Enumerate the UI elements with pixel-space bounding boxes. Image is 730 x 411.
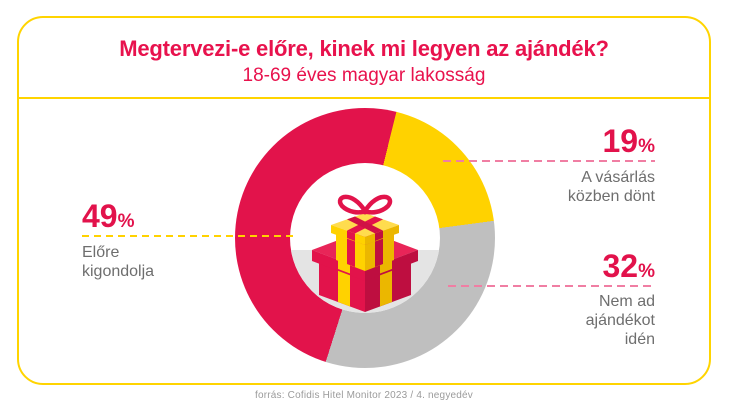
callout-left-label-line2: kigondolja bbox=[82, 263, 155, 280]
callout-line-left bbox=[82, 235, 294, 237]
gift-boxes-icon bbox=[312, 194, 418, 312]
callout-bottom-right-value: 32% bbox=[603, 250, 656, 282]
callout-left-label: Előre kigondolja bbox=[82, 243, 154, 281]
callout-left-percent-sign: % bbox=[117, 211, 135, 232]
callout-top-right-value: 19% bbox=[603, 125, 656, 157]
callout-bottom-right-label-line3: idén bbox=[624, 331, 655, 348]
callout-bottom-right-label: Nem ad ajándékot idén bbox=[586, 292, 655, 349]
callout-left-label-line1: Előre bbox=[82, 244, 120, 261]
source-note: forrás: Cofidis Hitel Monitor 2023 / 4. … bbox=[254, 390, 474, 401]
callout-top-right-label: A vásárlás közben dönt bbox=[568, 168, 655, 206]
callout-top-right-label-line1: A vásárlás bbox=[581, 169, 655, 186]
callout-top-right-number: 19 bbox=[602, 123, 639, 159]
page-title: Megtervezi-e előre, kinek mi legyen az a… bbox=[119, 36, 609, 61]
callout-left-number: 49 bbox=[82, 198, 118, 234]
page-subtitle: 18-69 éves magyar lakosság bbox=[242, 65, 486, 86]
callout-bottom-right-percent-sign: % bbox=[638, 261, 655, 282]
callout-bottom-right-label-line2: ajándékot bbox=[585, 312, 655, 329]
callout-line-bottom-right bbox=[448, 285, 655, 287]
callout-bottom-right-label-line1: Nem ad bbox=[598, 293, 655, 310]
callout-line-top-right bbox=[443, 160, 655, 162]
callout-top-right-label-line2: közben dönt bbox=[567, 188, 655, 205]
callout-left-value: 49% bbox=[82, 200, 135, 232]
callout-top-right-percent-sign: % bbox=[638, 136, 655, 157]
header: Megtervezi-e előre, kinek mi legyen az a… bbox=[19, 18, 709, 99]
callout-bottom-right-number: 32 bbox=[602, 248, 639, 284]
